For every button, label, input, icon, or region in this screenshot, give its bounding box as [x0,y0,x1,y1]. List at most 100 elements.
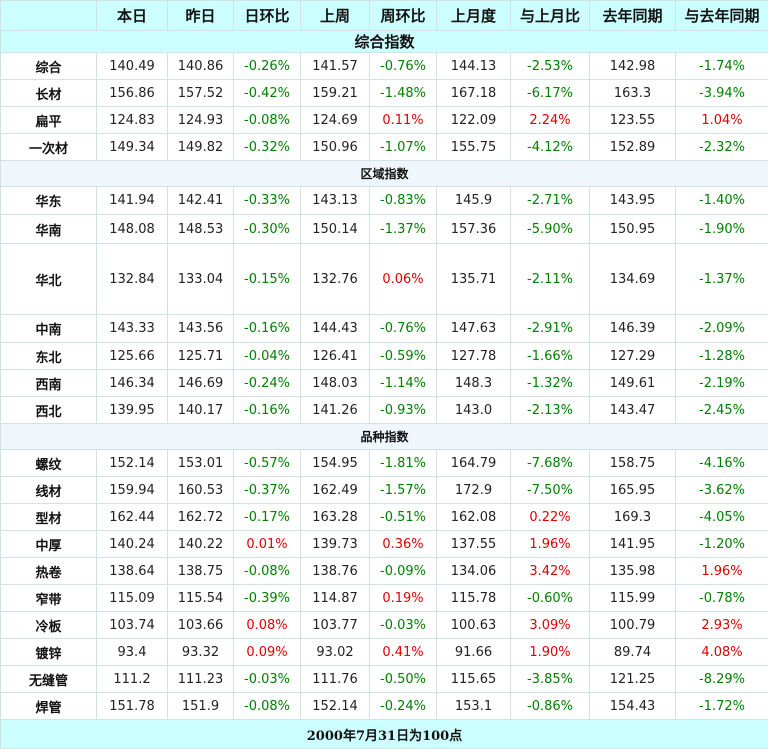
table-cell: -0.08% [234,558,301,585]
column-header: 去年同期 [590,1,676,31]
table-cell: -0.39% [234,585,301,612]
table-cell: 121.25 [590,666,676,693]
table-cell: -1.37% [676,244,768,315]
table-cell: -1.90% [676,215,768,244]
table-cell: 165.95 [590,477,676,504]
table-cell: 140.24 [97,531,168,558]
table-cell: -0.26% [234,53,301,80]
table-cell: 167.18 [437,80,511,107]
row-label: 中南 [1,315,97,343]
table-cell: 169.3 [590,504,676,531]
table-cell: -0.15% [234,244,301,315]
table-cell: -1.14% [370,370,437,397]
table-cell: 142.41 [168,187,234,215]
table-cell: -1.74% [676,53,768,80]
table-cell: 143.0 [437,397,511,424]
table-cell: 159.94 [97,477,168,504]
table-cell: 162.72 [168,504,234,531]
table-cell: 1.96% [511,531,590,558]
table-cell: -2.53% [511,53,590,80]
table-cell: 163.28 [301,504,370,531]
table-cell: -7.68% [511,450,590,477]
row-label: 热卷 [1,558,97,585]
column-header: 与上月比 [511,1,590,31]
table-cell: 115.99 [590,585,676,612]
row-label: 镀锌 [1,639,97,666]
table-cell: -1.20% [676,531,768,558]
table-cell: 146.39 [590,315,676,343]
table-cell: 135.98 [590,558,676,585]
row-label: 冷板 [1,612,97,639]
table-cell: -2.09% [676,315,768,343]
table-cell: 159.21 [301,80,370,107]
table-cell: -0.51% [370,504,437,531]
column-header: 与去年同期 [676,1,768,31]
table-cell: 100.63 [437,612,511,639]
table-cell: 137.55 [437,531,511,558]
table-cell: 141.95 [590,531,676,558]
table-cell: 124.93 [168,107,234,134]
table-cell: 160.53 [168,477,234,504]
table-cell: 150.95 [590,215,676,244]
footer-row: 2000年7月31日为100点 [1,720,768,749]
table-cell: -1.66% [511,343,590,370]
table-cell: -2.71% [511,187,590,215]
table-cell: 140.17 [168,397,234,424]
table-cell: 103.74 [97,612,168,639]
table-cell: 143.47 [590,397,676,424]
table-cell: -2.45% [676,397,768,424]
table-cell: 91.66 [437,639,511,666]
table-cell: 122.09 [437,107,511,134]
table-cell: 152.89 [590,134,676,161]
table-cell: 142.98 [590,53,676,80]
table-cell: -6.17% [511,80,590,107]
table-cell: 123.55 [590,107,676,134]
table-cell: 141.26 [301,397,370,424]
table-cell: 143.56 [168,315,234,343]
table-cell: 2.93% [676,612,768,639]
table-cell: 0.36% [370,531,437,558]
table-cell: 124.69 [301,107,370,134]
row-label: 扁平 [1,107,97,134]
table-cell: 138.75 [168,558,234,585]
table-cell: 0.22% [511,504,590,531]
table-cell: 127.29 [590,343,676,370]
table-cell: 164.79 [437,450,511,477]
table-cell: -0.60% [511,585,590,612]
column-header: 周环比 [370,1,437,31]
table-title: 综合指数 [1,31,768,53]
table-cell: 111.23 [168,666,234,693]
table-cell: 146.34 [97,370,168,397]
table-cell: -3.62% [676,477,768,504]
table-cell: -0.86% [511,693,590,720]
table-cell: 115.54 [168,585,234,612]
table-cell: 143.13 [301,187,370,215]
table-cell: 134.69 [590,244,676,315]
table-cell: -1.48% [370,80,437,107]
row-label: 华东 [1,187,97,215]
table-cell: 1.04% [676,107,768,134]
table-cell: -0.24% [234,370,301,397]
table-cell: -0.09% [370,558,437,585]
column-header: 上周 [301,1,370,31]
table-cell: 144.43 [301,315,370,343]
table-cell: 151.78 [97,693,168,720]
table-cell: -0.76% [370,53,437,80]
table-cell: -0.76% [370,315,437,343]
table-cell: 158.75 [590,450,676,477]
table-cell: 153.01 [168,450,234,477]
table-cell: 0.11% [370,107,437,134]
section-label: 品种指数 [1,424,768,450]
table-cell: -0.17% [234,504,301,531]
table-cell: -0.37% [234,477,301,504]
table-cell: -0.33% [234,187,301,215]
